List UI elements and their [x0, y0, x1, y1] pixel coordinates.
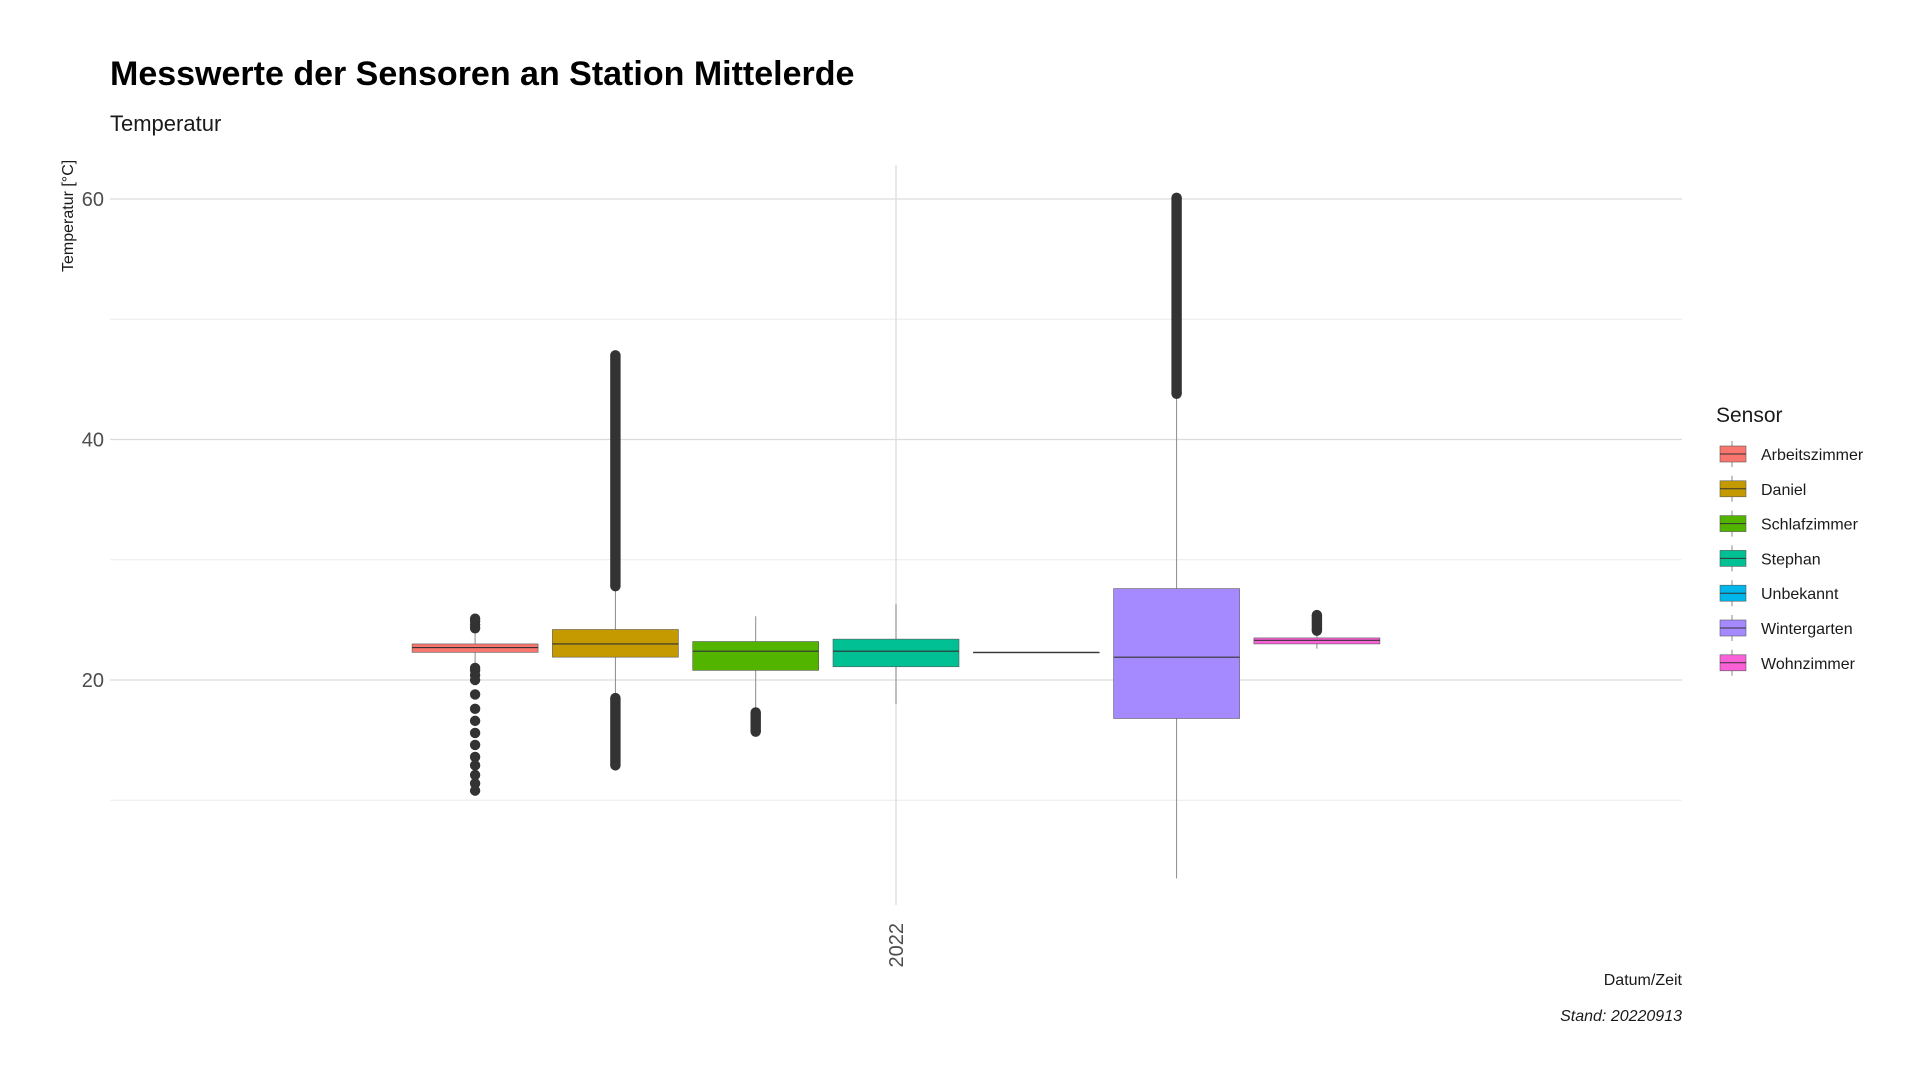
y-axis-ticks: 20 40 60	[82, 189, 104, 692]
legend-key-wintergarten	[1719, 615, 1747, 641]
legend-key-stephan	[1719, 545, 1747, 572]
y-axis-label: Temperatur [°C]	[60, 160, 77, 272]
y-tick-label: 20	[82, 670, 104, 692]
legend-label: Wintergarten	[1761, 621, 1853, 638]
legend-key-unbekannt	[1719, 580, 1747, 607]
outlier-point	[469, 613, 481, 624]
outlier-point	[469, 769, 481, 781]
outlier-point	[1171, 388, 1182, 400]
outlier-point	[610, 581, 621, 592]
legend-key-wohnzimmer	[1719, 649, 1747, 676]
box-stephan	[832, 604, 960, 705]
outlier-band	[610, 355, 621, 587]
outlier-band	[1171, 197, 1182, 394]
y-tick-label: 40	[82, 430, 104, 452]
box-rect	[1253, 637, 1381, 645]
box-rect	[411, 643, 539, 653]
outlier-point	[469, 751, 481, 763]
outlier-point	[469, 715, 481, 727]
legend-key-daniel	[1719, 475, 1747, 502]
chart-title: Messwerte der Sensoren an Station Mittel…	[110, 55, 854, 93]
outlier-point	[469, 727, 481, 739]
legend: Sensor Arbeitszimmer Daniel Schlafzimmer St…	[1716, 404, 1864, 676]
outlier-point	[469, 703, 481, 715]
outlier-point	[610, 350, 621, 361]
outlier-point	[469, 778, 481, 789]
legend-key-schlafzimmer	[1719, 510, 1747, 537]
plot-boxes	[411, 192, 1381, 879]
outlier-point	[469, 662, 481, 674]
box-rect	[692, 641, 820, 671]
outlier-point	[1311, 625, 1323, 636]
legend-label: Schlafzimmer	[1761, 517, 1859, 534]
legend-label: Stephan	[1761, 551, 1821, 568]
outlier-point	[469, 785, 481, 796]
box-arbeitszimmer	[411, 613, 539, 796]
outlier-band	[610, 698, 621, 766]
legend-title: Sensor	[1716, 404, 1783, 427]
x-tick-label: 2022	[886, 923, 908, 968]
legend-label: Daniel	[1761, 482, 1806, 499]
box-unbekannt	[972, 651, 1100, 654]
legend-key-arbeitszimmer	[1719, 441, 1747, 467]
box-rect	[832, 638, 960, 668]
outlier-point	[469, 739, 481, 751]
outlier-point	[750, 726, 761, 737]
box-wohnzimmer	[1253, 609, 1381, 649]
outlier-point	[469, 689, 481, 700]
box-rect	[1113, 588, 1240, 719]
outlier-point	[610, 760, 621, 771]
y-tick-label: 60	[82, 189, 104, 211]
outlier-point	[1311, 609, 1323, 621]
box-schlafzimmer	[692, 616, 820, 737]
x-axis-ticks: 2022	[886, 923, 908, 968]
outlier-point	[1171, 192, 1182, 203]
legend-label: Wohnzimmer	[1761, 656, 1856, 673]
plot-grid	[110, 165, 1682, 905]
legend-label: Unbekannt	[1761, 586, 1839, 603]
box-wintergarten	[1113, 192, 1240, 879]
outlier-band	[750, 712, 761, 732]
box-rect	[552, 629, 679, 658]
legend-label: Arbeitszimmer	[1761, 447, 1864, 464]
outlier-point	[610, 692, 621, 704]
box-daniel	[552, 350, 679, 771]
outlier-band	[1311, 615, 1323, 631]
outlier-point	[469, 760, 481, 771]
chart-caption: Stand: 20220913	[1560, 1008, 1682, 1025]
x-axis-label: Datum/Zeit	[1604, 972, 1683, 989]
outlier-point	[750, 707, 761, 718]
chart-subtitle: Temperatur	[110, 111, 221, 136]
